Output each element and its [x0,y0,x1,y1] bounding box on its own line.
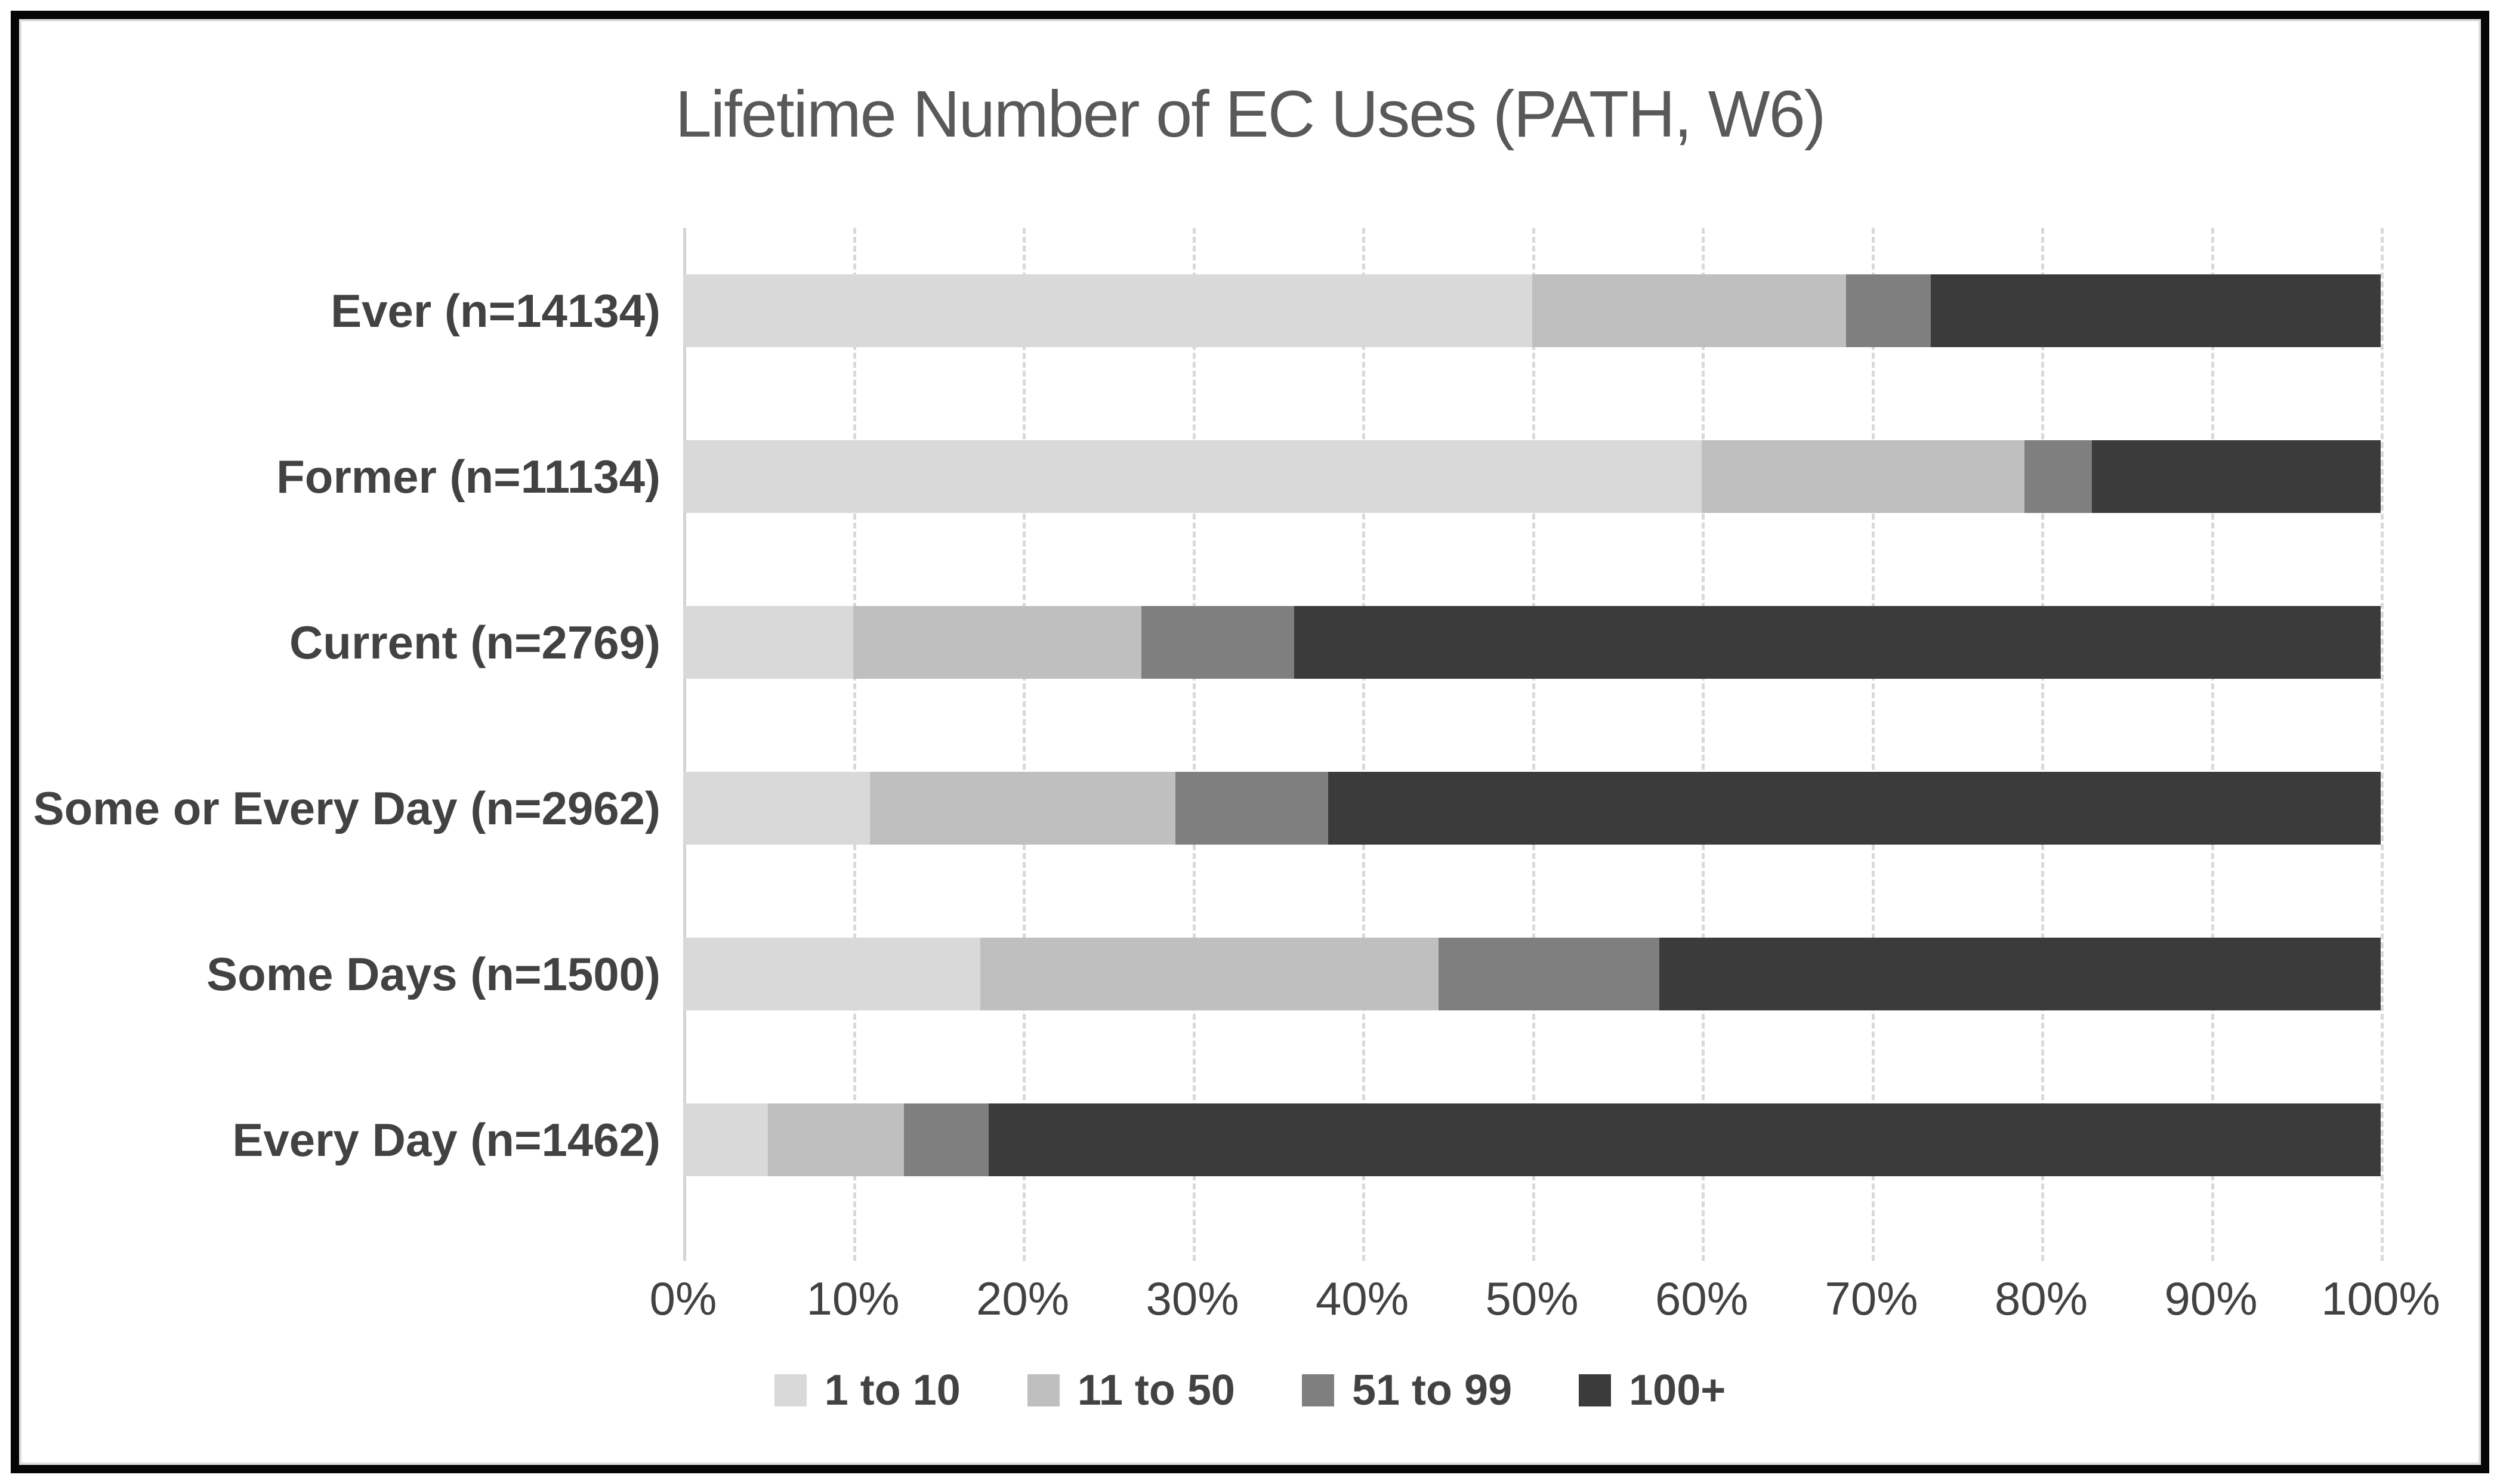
x-tick-label: 70% [1825,1272,1918,1325]
bar-segment-1-to-10 [683,772,870,845]
stacked-bar [683,440,2381,513]
bar-segment-100+ [1328,772,2381,845]
x-tick-label: 60% [1655,1272,1749,1325]
x-tick-label: 80% [1994,1272,2088,1325]
stacked-bar [683,772,2381,845]
bar-row [683,725,2381,891]
legend-swatch-icon [774,1374,807,1406]
bar-row [683,228,2381,394]
x-tick-label: 100% [2321,1272,2440,1325]
category-labels: Ever (n=14134) Former (n=11134) Current (n… [19,228,661,1223]
y-axis-line [683,228,686,1261]
legend-label: 51 to 99 [1351,1366,1513,1414]
gridlines [683,228,2384,1261]
category-label: Every Day (n=1462) [232,1113,661,1166]
gridline-80% [2041,228,2044,1261]
bar-segment-1-to-10 [683,274,1532,347]
x-tick-label: 10% [806,1272,900,1325]
gridline-30% [1192,228,1196,1261]
bar-segment-11-to-50 [768,1103,904,1176]
bar-row [683,891,2381,1057]
stacked-bar [683,274,2381,347]
gridline-40% [1362,228,1365,1261]
legend: 1 to 10 11 to 50 51 to 99 100+ [19,1366,2481,1415]
x-tick-label: 40% [1315,1272,1409,1325]
bar-segment-11-to-50 [853,606,1142,679]
bar-segment-51-to-99 [1141,606,1295,679]
bar-row [683,394,2381,559]
legend-item: 1 to 10 [774,1366,961,1415]
bar-segment-100+ [1659,938,2381,1010]
gridline-70% [1871,228,1875,1261]
bar-segment-100+ [1931,274,2381,347]
bar-segment-11-to-50 [1702,440,2024,513]
legend-label: 1 to 10 [824,1366,961,1414]
gridline-90% [2211,228,2214,1261]
chart-title: Lifetime Number of EC Uses (PATH, W6) [675,78,1826,151]
legend-item: 51 to 99 [1301,1366,1513,1415]
x-axis-ticks: 0% 10% 20% 30% 40% 50% 60% 70% 80% 90% 100% [650,1272,2440,1331]
legend-swatch-icon [1301,1374,1334,1406]
bar-segment-1-to-10 [683,606,853,679]
bar-segment-51-to-99 [1439,938,1659,1010]
bar-segment-51-to-99 [2024,440,2092,513]
gridline-100% [2381,228,2384,1261]
stacked-bar [683,938,2381,1010]
legend-swatch-icon [1027,1374,1060,1406]
bar-segment-1-to-10 [683,938,980,1010]
legend-item: 11 to 50 [1027,1366,1235,1415]
bar-segment-51-to-99 [1175,772,1329,845]
category-label: Former (n=11134) [276,450,661,503]
x-tick-label: 30% [1146,1272,1239,1325]
category-label: Some or Every Day (n=2962) [33,781,661,834]
bar-segment-11-to-50 [869,772,1176,845]
category-label: Some Days (n=1500) [206,947,661,1000]
stacked-bar [683,606,2381,679]
gridline-60% [1702,228,1705,1261]
category-label: Current (n=2769) [289,616,661,669]
bar-segment-1-to-10 [683,1103,768,1176]
legend-swatch-icon [1579,1374,1612,1406]
bar-row [683,1057,2381,1223]
legend-label: 100+ [1629,1366,1726,1414]
gridline-10% [853,228,856,1261]
x-tick-label: 0% [649,1272,717,1325]
bars-area [683,228,2381,1223]
bar-segment-100+ [989,1103,2381,1176]
chart-frame: Lifetime Number of EC Uses (PATH, W6) Ev… [11,11,2489,1473]
bar-segment-51-to-99 [1845,274,1931,347]
gridline-50% [1532,228,1535,1261]
x-tick-label: 20% [976,1272,1070,1325]
category-label: Ever (n=14134) [331,284,661,337]
stacked-bar [683,1103,2381,1176]
bar-segment-100+ [1294,606,2381,679]
gridline-20% [1023,228,1026,1261]
bar-row [683,559,2381,725]
legend-item: 100+ [1579,1366,1726,1415]
bar-segment-100+ [2092,440,2381,513]
bar-segment-11-to-50 [980,938,1439,1010]
bar-segment-1-to-10 [683,440,1702,513]
bar-segment-11-to-50 [1532,274,1846,347]
x-tick-label: 90% [2164,1272,2258,1325]
x-tick-label: 50% [1485,1272,1579,1325]
legend-label: 11 to 50 [1077,1366,1235,1414]
bar-segment-51-to-99 [903,1103,989,1176]
